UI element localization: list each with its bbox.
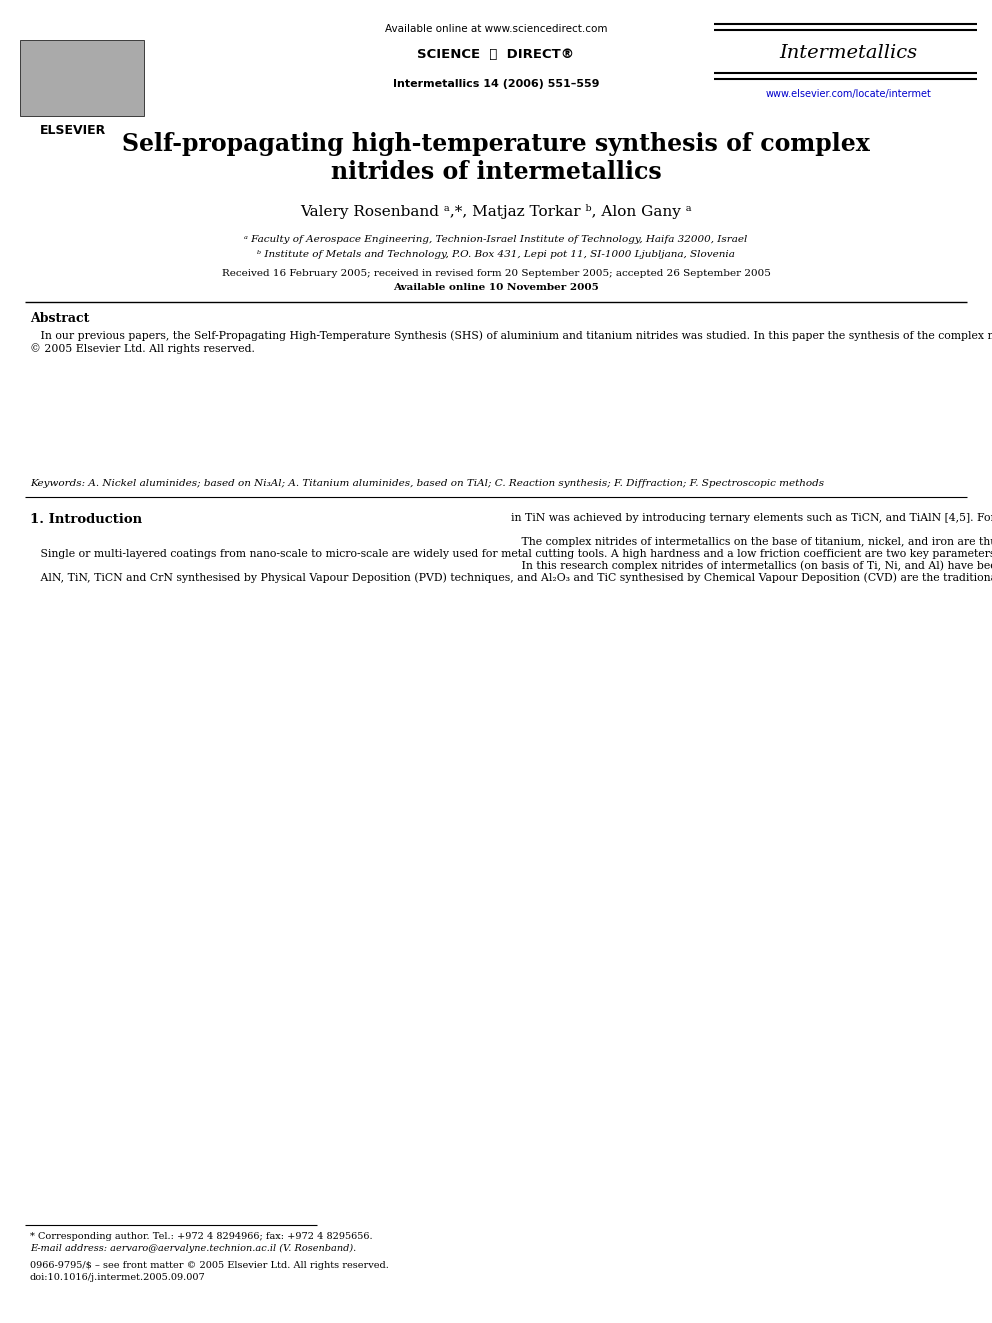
Text: Single or multi-layered coatings from nano-scale to micro-scale are widely used : Single or multi-layered coatings from na… (30, 549, 992, 583)
Text: ELSEVIER: ELSEVIER (40, 124, 106, 138)
Text: in TiN was achieved by introducing ternary elements such as TiCN, and TiAlN [4,5: in TiN was achieved by introducing terna… (511, 513, 992, 572)
Text: ᵃ Faculty of Aerospace Engineering, Technion-Israel Institute of Technology, Hai: ᵃ Faculty of Aerospace Engineering, Tech… (244, 235, 748, 245)
Text: Self-propagating high-temperature synthesis of complex
nitrides of intermetallic: Self-propagating high-temperature synthe… (122, 132, 870, 184)
Text: Available online at www.sciencedirect.com: Available online at www.sciencedirect.co… (385, 24, 607, 34)
Text: Intermetallics: Intermetallics (779, 44, 918, 62)
Text: E-mail address: aervaro@aervalyne.technion.ac.il (V. Rosenband).: E-mail address: aervaro@aervalyne.techni… (30, 1244, 356, 1253)
Text: Valery Rosenband ᵃ,*, Matjaz Torkar ᵇ, Alon Gany ᵃ: Valery Rosenband ᵃ,*, Matjaz Torkar ᵇ, A… (301, 204, 691, 218)
Text: * Corresponding author. Tel.: +972 4 8294966; fax: +972 4 8295656.: * Corresponding author. Tel.: +972 4 829… (30, 1232, 372, 1241)
Text: ᵇ Institute of Metals and Technology, P.O. Box 431, Lepi pot 11, SI-1000 Ljublja: ᵇ Institute of Metals and Technology, P.… (257, 250, 735, 259)
Text: www.elsevier.com/locate/intermet: www.elsevier.com/locate/intermet (765, 89, 931, 99)
Text: Received 16 February 2005; received in revised form 20 September 2005; accepted : Received 16 February 2005; received in r… (221, 269, 771, 278)
Bar (20, 40, 144, 116)
Text: doi:10.1016/j.intermet.2005.09.007: doi:10.1016/j.intermet.2005.09.007 (30, 1273, 205, 1282)
Text: Abstract: Abstract (30, 312, 89, 325)
Text: Available online 10 November 2005: Available online 10 November 2005 (393, 283, 599, 292)
Text: Intermetallics 14 (2006) 551–559: Intermetallics 14 (2006) 551–559 (393, 79, 599, 90)
Text: Keywords: A. Nickel aluminides; based on Ni₃Al; A. Titanium aluminides, based on: Keywords: A. Nickel aluminides; based on… (30, 479, 824, 488)
Text: 0966-9795/$ – see front matter © 2005 Elsevier Ltd. All rights reserved.: 0966-9795/$ – see front matter © 2005 El… (30, 1261, 389, 1270)
Text: 1. Introduction: 1. Introduction (30, 513, 142, 527)
Text: SCIENCE  ⓓ  DIRECT®: SCIENCE ⓓ DIRECT® (418, 48, 574, 61)
Text: In our previous papers, the Self-Propagating High-Temperature Synthesis (SHS) of: In our previous papers, the Self-Propaga… (30, 331, 992, 353)
